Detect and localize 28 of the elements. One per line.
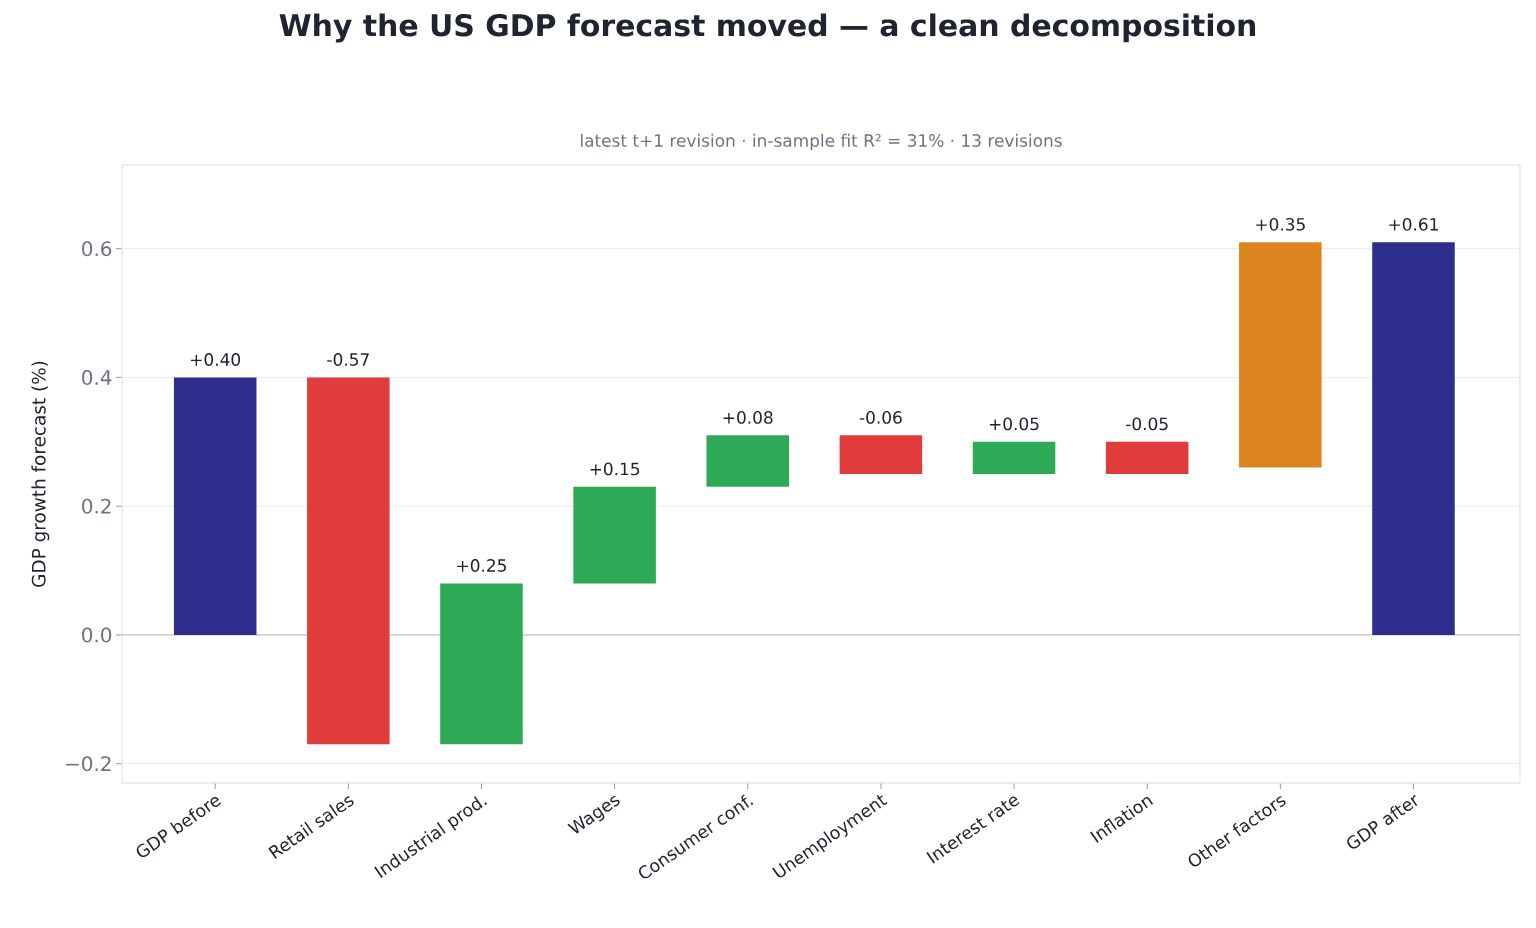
bar	[307, 377, 390, 745]
chart-title: Why the US GDP forecast moved — a clean decomposition	[279, 13, 1256, 43]
data-label: -0.57	[327, 353, 369, 366]
bar	[972, 441, 1056, 474]
bar	[1105, 441, 1189, 474]
y-tick-label: −0.2	[66, 756, 111, 772]
chart-subtitle: latest t+1 revision · in-sample fit R² = 31% · 13 revisions	[581, 133, 1062, 151]
bar	[1239, 242, 1322, 468]
data-label: +0.15	[590, 462, 640, 476]
y-tick-label: 0.0	[82, 627, 112, 643]
y-axis-title: GDP growth forecast (%)	[31, 361, 50, 587]
y-tick-label: 0.4	[82, 369, 112, 385]
data-label: +0.35	[1256, 217, 1305, 231]
y-tick-label: 0.6	[82, 241, 112, 257]
data-label: +0.25	[457, 559, 506, 572]
y-tick-label: 0.2	[82, 498, 111, 514]
bar	[440, 583, 523, 745]
bar	[706, 435, 790, 487]
bar	[839, 435, 923, 474]
data-label: +0.61	[1389, 217, 1438, 231]
bar	[173, 377, 257, 635]
bar	[573, 486, 656, 584]
bar	[1372, 242, 1455, 635]
data-label: -0.05	[1126, 417, 1168, 431]
data-label: +0.05	[989, 417, 1039, 431]
data-label: +0.40	[191, 353, 241, 366]
data-label: +0.08	[723, 411, 773, 424]
data-label: -0.06	[859, 411, 902, 424]
